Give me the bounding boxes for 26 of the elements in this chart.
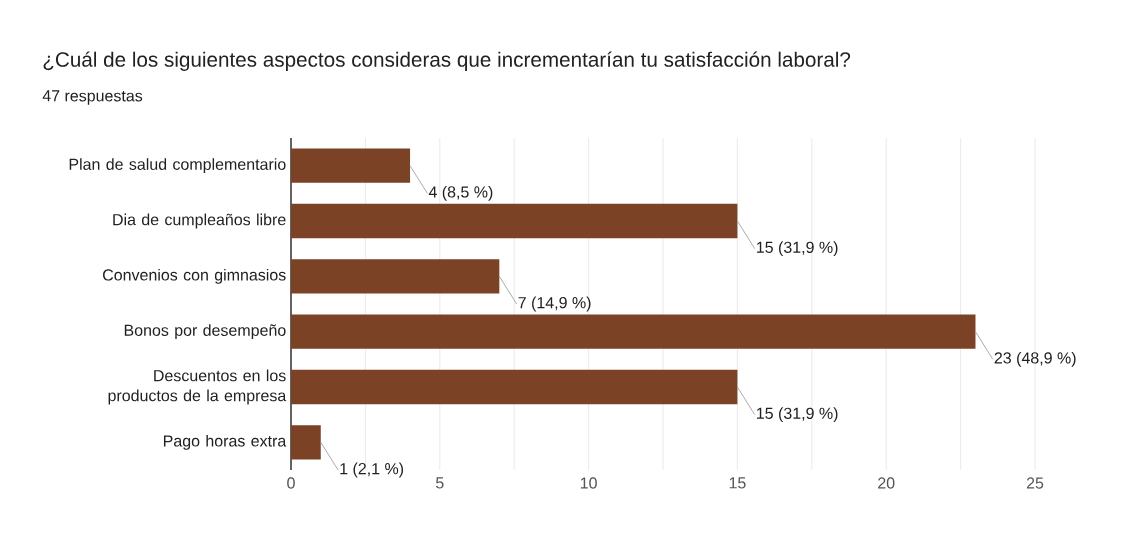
y-tick-label: Pago horas extra bbox=[163, 434, 287, 450]
data-label: 1 (2,1 %) bbox=[340, 462, 404, 478]
text: 47 respuestas bbox=[42, 90, 143, 105]
y-tick-label: Dia de cumpleaños libre bbox=[113, 213, 286, 229]
data-label: 15 (31,9 %) bbox=[757, 241, 838, 257]
chart-title: ¿Cuál de los siguientes aspectos consideras que incrementarían tu satisfacción laboral? bbox=[43, 51, 851, 71]
y-tick-label: Bonos por desempeño bbox=[124, 324, 286, 340]
y-tick-label: Descuentos en los productos de la empresa bbox=[108, 369, 287, 405]
x-tick-label: 15 bbox=[729, 477, 746, 489]
data-label: 23 (48,9 %) bbox=[994, 351, 1076, 367]
x-tick-label: 25 bbox=[1026, 477, 1044, 489]
x-tick-label: 5 bbox=[436, 477, 444, 489]
y-tick-label: Plan de salud complementario bbox=[69, 158, 286, 174]
bar bbox=[291, 314, 976, 349]
data-label: 4 (8,5 %) bbox=[428, 185, 493, 201]
x-tick-label: 20 bbox=[878, 477, 895, 489]
bar bbox=[291, 203, 738, 239]
bar bbox=[291, 425, 321, 460]
data-label: 15 (31,9 %) bbox=[757, 407, 838, 423]
bar bbox=[291, 259, 500, 294]
bar bbox=[291, 369, 738, 405]
x-tick-label: 10 bbox=[580, 477, 597, 489]
data-label: 7 (14,9 %) bbox=[518, 296, 591, 312]
x-tick-label: 0 bbox=[287, 477, 295, 489]
y-tick-label: Convenios con gimnasios bbox=[103, 268, 286, 284]
bar bbox=[291, 148, 411, 183]
